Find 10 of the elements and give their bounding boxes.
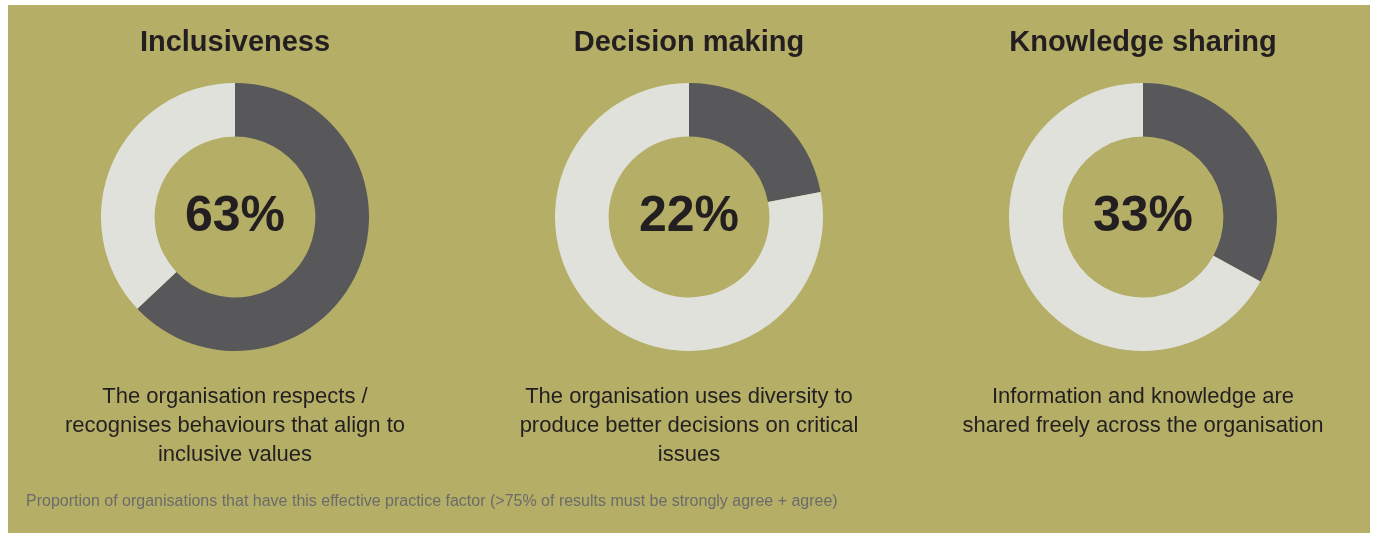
chart-title: Decision making: [572, 24, 806, 59]
text: The organisation respects / recognises behaviours that align to inclusive values: [64, 382, 406, 468]
chart-title: Inclusiveness: [138, 24, 332, 59]
data-label: 33%: [1092, 185, 1194, 242]
chart-title: Knowledge sharing: [1008, 24, 1278, 59]
text: Information and knowledge are shared freely across the organisation: [961, 382, 1325, 439]
text: The organisation uses diversity to produce better decisions on critical issues: [518, 382, 860, 468]
data-label: 22%: [638, 185, 740, 242]
data-label: 63%: [184, 185, 286, 242]
text: Proportion of organisations that have this effective practice factor (>75% of results must be strongly agree + agree): [26, 492, 838, 510]
